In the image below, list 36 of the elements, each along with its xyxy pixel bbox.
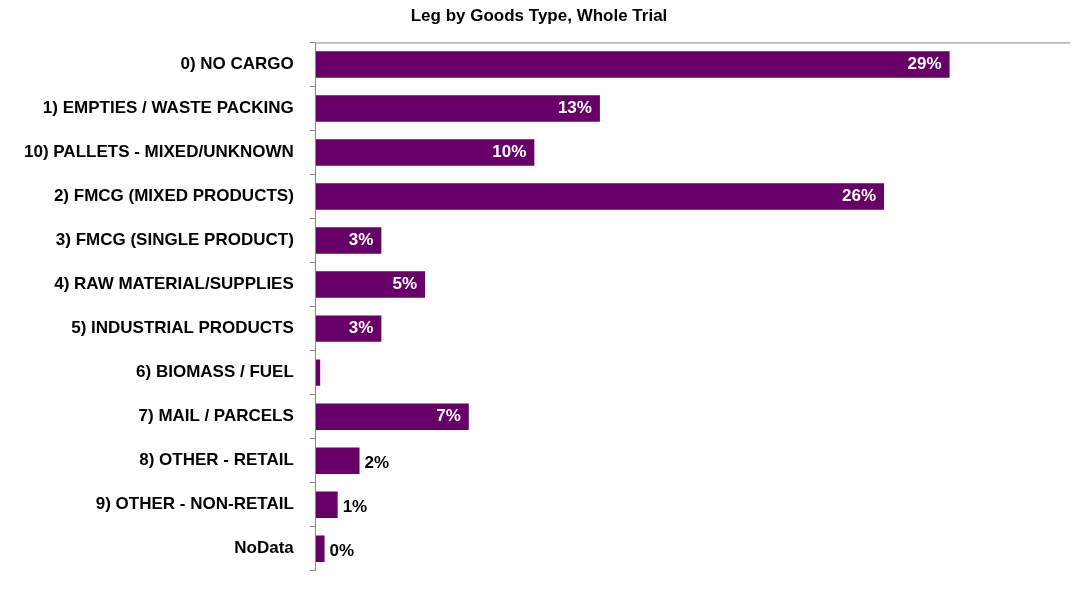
data-label: 7% [436, 406, 461, 426]
bar [315, 271, 426, 298]
y-tick-label: 6) BIOMASS / FUEL [136, 362, 294, 382]
y-tick-label: 2) FMCG (MIXED PRODUCTS) [53, 186, 294, 206]
bar [315, 183, 885, 210]
chart-title: Leg by Goods Type, Whole Trial [410, 5, 668, 25]
bar [315, 535, 325, 562]
bar [315, 227, 382, 254]
bar [315, 447, 360, 474]
bar [315, 95, 600, 122]
y-tick-label: 7) MAIL / PARCELS [138, 406, 294, 426]
bar [315, 51, 950, 78]
data-label: 10% [492, 142, 527, 162]
bar [315, 491, 338, 518]
data-label: 3% [348, 230, 374, 250]
data-label: 1% [342, 497, 368, 517]
data-label: 0% [329, 541, 355, 561]
data-label: 29% [907, 54, 942, 74]
y-tick-label: 4) RAW MATERIAL/SUPPLIES [54, 274, 294, 294]
data-label: 3% [348, 318, 374, 338]
bar [315, 359, 321, 386]
data-label: 5% [392, 274, 418, 294]
y-tick-label: 10) PALLETS - MIXED/UNKNOWN [23, 142, 294, 162]
data-label: 2% [364, 453, 390, 473]
data-label: 13% [557, 98, 592, 118]
y-tick-label: 8) OTHER - RETAIL [139, 450, 294, 470]
bar [315, 315, 382, 342]
bar [315, 139, 535, 166]
data-label: 26% [841, 186, 877, 206]
y-tick-label: 0) NO CARGO [180, 54, 294, 74]
y-tick-label: 1) EMPTIES / WASTE PACKING [42, 98, 294, 118]
y-tick-label: 9) OTHER - NON-RETAIL [95, 494, 294, 514]
y-tick-label: 3) FMCG (SINGLE PRODUCT) [55, 230, 294, 250]
y-tick-label: 5) INDUSTRIAL PRODUCTS [71, 318, 294, 338]
bar [315, 403, 469, 430]
y-tick-label: NoData [234, 538, 295, 558]
